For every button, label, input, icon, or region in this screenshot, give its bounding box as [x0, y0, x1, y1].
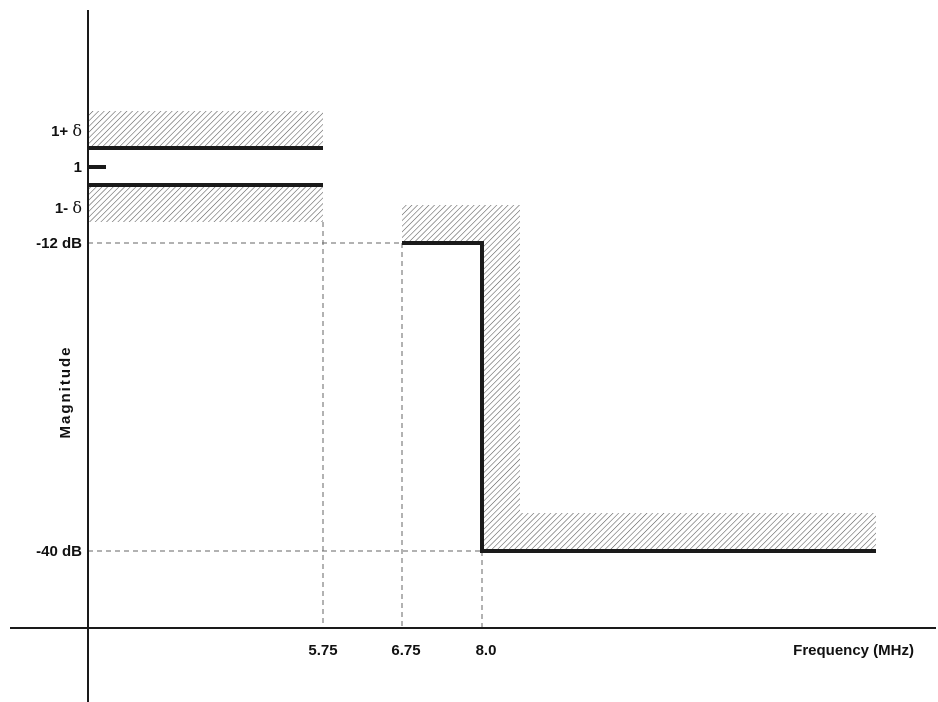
- y-tick-nominal: 1: [74, 159, 82, 176]
- x-tick-6-75: 6.75: [391, 642, 420, 659]
- response-lines: [88, 146, 876, 553]
- guide-lines: [88, 222, 483, 628]
- x-tick-labels: 5.75 6.75 8.0: [308, 642, 496, 659]
- y-tick-upper-tolerance: 1+ δ: [51, 121, 82, 140]
- y-tick-12db: -12 dB: [36, 235, 82, 252]
- tolerance-bands: [88, 111, 876, 551]
- y-tick-lower-tolerance: 1- δ: [55, 198, 82, 217]
- y-tick-labels: 1+ δ 1 1- δ -12 dB -40 dB: [36, 121, 82, 560]
- x-tick-8-0: 8.0: [476, 642, 497, 659]
- transition-and-stopband-response-line: [402, 241, 876, 553]
- passband-upper-tolerance-band: [88, 111, 323, 148]
- passband-lower-tolerance-band: [88, 185, 323, 222]
- y-axis-label: Magnitude: [57, 346, 74, 439]
- x-tick-5-75: 5.75: [308, 642, 337, 659]
- x-axis-label: Frequency (MHz): [793, 642, 914, 659]
- axes: [10, 10, 936, 702]
- y-tick-40db: -40 dB: [36, 543, 82, 560]
- transition-and-stopband-tolerance-band: [402, 205, 876, 551]
